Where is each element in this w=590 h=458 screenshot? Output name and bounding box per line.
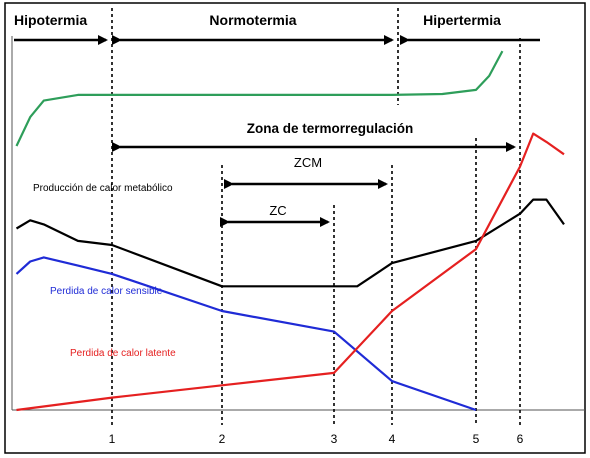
series-line-4: [16, 132, 565, 412]
series-label-3: Perdida de calor sensible: [50, 286, 163, 297]
zone-label-normotermia: Normotermia: [209, 12, 296, 28]
zone-label-hipotermia: Hipotermia: [14, 12, 87, 28]
series-line-1: [15, 50, 504, 147]
range-label-termorregulacion: Zona de termorregulación: [247, 121, 414, 136]
x-tick-label-6: 6: [517, 432, 524, 446]
series-line-2: [15, 198, 565, 288]
x-tick-label-3: 3: [331, 432, 338, 446]
range-label-zcm: ZCM: [294, 155, 322, 170]
x-tick-label-2: 2: [219, 432, 226, 446]
zone-label-hipertermia: Hipertermia: [423, 12, 501, 28]
x-tick-label-4: 4: [389, 432, 396, 446]
series-label-2: Producción de calor metabólico: [33, 183, 173, 194]
x-tick-label-5: 5: [473, 432, 480, 446]
x-tick-label-1: 1: [109, 432, 116, 446]
series-label-4: Perdida de calor latente: [70, 348, 176, 359]
series-line-3: [15, 256, 477, 412]
range-label-zc: ZC: [269, 203, 286, 218]
